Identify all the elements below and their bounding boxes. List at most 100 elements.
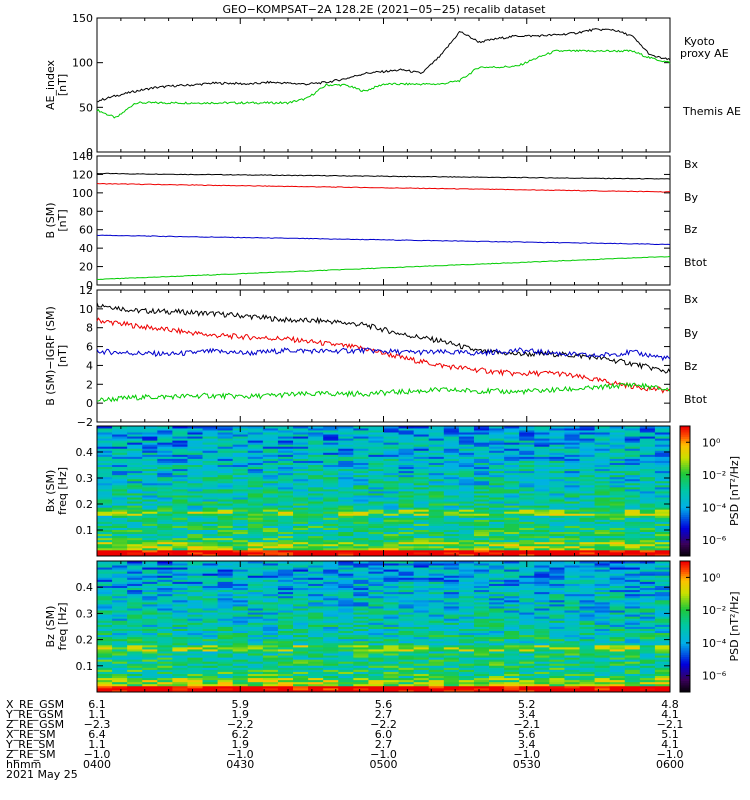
spectrogram-cell [489,480,505,484]
spectrogram-cell [534,663,550,666]
spectrogram-cell [142,683,158,687]
spectrogram-cell [232,513,249,516]
spectrogram-cell [564,553,580,557]
spectrogram-cell [202,505,219,508]
spectrogram-cell [262,531,279,535]
spectrogram-cell [187,436,203,439]
spectrogram-cell [504,482,520,486]
spectrogram-cell [338,636,354,640]
spectrogram-cell [473,644,490,648]
spectrogram-cell [473,630,490,634]
spectrogram-cell [247,497,264,500]
spectrogram-cell [473,486,490,490]
spectrogram-cell [277,683,294,687]
spectrogram-cell [398,579,415,582]
spectrogram-cell [383,567,399,570]
spectrogram-cell [609,444,626,447]
spectrogram-cell [112,545,128,549]
spectrogram-cell [172,573,188,576]
spectrogram-cell [594,636,611,640]
spectrogram-cell [609,545,626,549]
spectrogram-cell [639,529,656,533]
spectrogram-cell [308,539,324,543]
spectrogram-cell [579,434,596,437]
spectrogram-cell [323,636,339,640]
spectrogram-cell [458,659,475,662]
spectrogram-cell [443,452,460,455]
spectrogram-cell [564,603,580,607]
spectrogram-cell [443,547,460,551]
spectrogram-cell [217,663,234,666]
spectrogram-cell [383,565,399,568]
spectrogram-cell [534,438,550,441]
spectrogram-cell [232,659,249,662]
spectrogram-cell [473,679,490,683]
spectrogram-cell [428,577,445,580]
spectrogram-cell [534,575,550,578]
spectrogram-cell [549,448,565,451]
spectrogram-cell [308,531,324,535]
spectrogram-cell [549,646,565,650]
spectrogram-cell [127,503,143,506]
spectrogram-cell [579,608,596,611]
spectrogram-cell [127,610,143,613]
spectrogram-cell [458,513,475,516]
spectrogram-cell [187,563,203,566]
spectrogram-cell [293,432,309,435]
spectrogram-cell [232,503,249,506]
spectrogram-cell [368,462,384,465]
spectrogram-cell [217,632,234,636]
spectrogram-cell [127,636,143,640]
spectrogram-cell [202,468,219,472]
spectrogram-cell [97,655,113,658]
spectrogram-cell [232,521,249,524]
spectrogram-cell [127,553,143,557]
spectrogram-cell [353,509,369,512]
spectrogram-cell [519,593,535,597]
spectrogram-cell [473,456,490,459]
spectrogram-cell [187,618,203,621]
spectrogram-cell [609,537,626,541]
spectrogram-cell [398,565,415,568]
spectrogram-cell [217,511,234,514]
spectrogram-cell [594,571,611,574]
spectrogram-cell [398,673,415,677]
spectrogram-cell [383,589,399,593]
spectrogram-cell [383,685,399,689]
spectrogram-cell [293,523,309,526]
spectrogram-cell [594,497,611,500]
spectrogram-cell [609,535,626,539]
spectrogram-cell [458,503,475,506]
spectrogram-cell [353,581,369,584]
spectrogram-cell [308,653,324,656]
spectrogram-cell [594,452,611,455]
spectrogram-cell [534,541,550,545]
colorbar-segment [680,449,690,453]
spectrogram-cell [594,539,611,543]
spectrogram-cell [473,547,490,551]
spectrogram-cell [308,587,324,591]
spectrogram-cell [202,491,219,494]
spectrogram-cell [277,610,294,613]
spectrogram-cell [564,577,580,580]
spectrogram-cell [368,561,384,564]
spectrogram-cell [353,569,369,572]
spectrogram-cell [443,505,460,508]
spectrogram-cell [624,523,641,526]
spectrogram-cell [202,460,219,463]
spectrogram-cell [594,642,611,646]
spectrogram-cell [383,638,399,642]
spectrogram-cell [353,474,369,478]
spectrogram-cell [353,603,369,607]
spectrogram-cell [353,663,369,666]
spectrogram-cell [368,436,384,439]
spectrogram-cell [293,587,309,591]
spectrogram-cell [308,630,324,634]
spectrogram-cell [293,571,309,574]
spectrogram-cell [504,537,520,541]
colorbar-segment [680,488,690,492]
spectrogram-cell [293,460,309,463]
spectrogram-cell [458,458,475,461]
spectrogram-cell [202,599,219,603]
spectrogram-cell [489,547,505,551]
